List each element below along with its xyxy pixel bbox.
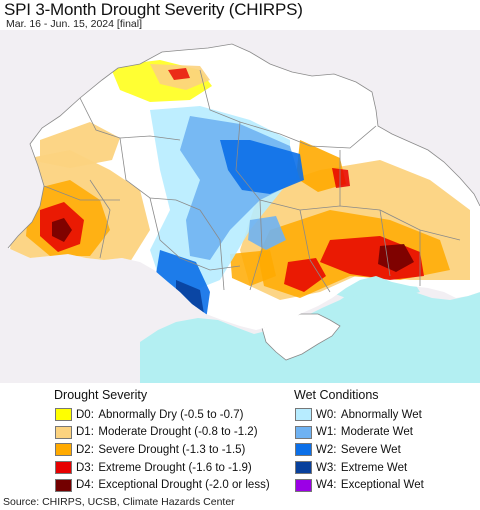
legend-code: D1: — [76, 426, 94, 439]
legend-swatch — [55, 461, 72, 475]
legend-code: W4: — [316, 479, 337, 492]
legend-item-w3: W3: Extreme Wet — [295, 459, 424, 477]
legend-label: Moderate Wet — [340, 426, 413, 439]
legend-code: D0: — [76, 408, 94, 421]
land-area — [8, 44, 480, 330]
legend-item-d3: D3: Extreme Drought (-1.6 to -1.9) — [55, 459, 270, 477]
map-title: SPI 3-Month Drought Severity (CHIRPS) — [4, 0, 303, 19]
legend-swatch — [55, 408, 72, 422]
legend-item-d0: D0: Abnormally Dry (-0.5 to -0.7) — [55, 406, 270, 424]
legend-swatch — [55, 443, 72, 457]
legend-code: W1: — [316, 426, 337, 439]
legend-item-w0: W0: Abnormally Wet — [295, 406, 424, 424]
legend-code: D2: — [76, 443, 94, 456]
legend-swatch — [295, 443, 312, 457]
legend-label: Severe Drought (-1.3 to -1.5) — [98, 443, 246, 456]
legend-label: Exceptional Drought (-2.0 or less) — [98, 479, 270, 492]
legend-item-d4: D4: Exceptional Drought (-2.0 or less) — [55, 476, 270, 494]
legend-label: Exceptional Wet — [340, 479, 424, 492]
drought-legend: D0: Abnormally Dry (-0.5 to -0.7) D1: Mo… — [55, 406, 270, 494]
drought-severity-heading: Drought Severity — [54, 388, 148, 402]
source-credit: Source: CHIRPS, UCSB, Climate Hazards Ce… — [3, 496, 235, 508]
legend-item-w2: W2: Severe Wet — [295, 441, 424, 459]
legend-code: W3: — [316, 461, 337, 474]
legend-label: Extreme Drought (-1.6 to -1.9) — [98, 461, 252, 474]
drought-map-svg — [0, 30, 480, 383]
wet-legend: W0: Abnormally Wet W1: Moderate Wet W2: … — [295, 406, 424, 494]
legend-code: D4: — [76, 479, 94, 492]
drought-map — [0, 30, 480, 383]
legend-swatch — [295, 408, 312, 422]
legend-label: Abnormally Wet — [340, 408, 422, 421]
legend-label: Abnormally Dry (-0.5 to -0.7) — [98, 408, 244, 421]
map-subtitle: Mar. 16 - Jun. 15, 2024 [final] — [6, 18, 142, 30]
legend-swatch — [295, 425, 312, 439]
admin-borders — [7, 43, 480, 293]
legend-item-d2: D2: Severe Drought (-1.3 to -1.5) — [55, 441, 270, 459]
legend-swatch — [295, 478, 312, 492]
legend-swatch — [55, 478, 72, 492]
legend-item-d1: D1: Moderate Drought (-0.8 to -1.2) — [55, 424, 270, 442]
legend-label: Moderate Drought (-0.8 to -1.2) — [98, 426, 258, 439]
legend-label: Extreme Wet — [340, 461, 408, 474]
legend-code: D3: — [76, 461, 94, 474]
legend-item-w4: W4: Exceptional Wet — [295, 476, 424, 494]
legend-label: Severe Wet — [340, 443, 401, 456]
legend-swatch — [295, 461, 312, 475]
legend-code: W0: — [316, 408, 337, 421]
legend-code: W2: — [316, 443, 337, 456]
wet-conditions-heading: Wet Conditions — [294, 388, 379, 402]
legend-swatch — [55, 425, 72, 439]
legend-item-w1: W1: Moderate Wet — [295, 424, 424, 442]
